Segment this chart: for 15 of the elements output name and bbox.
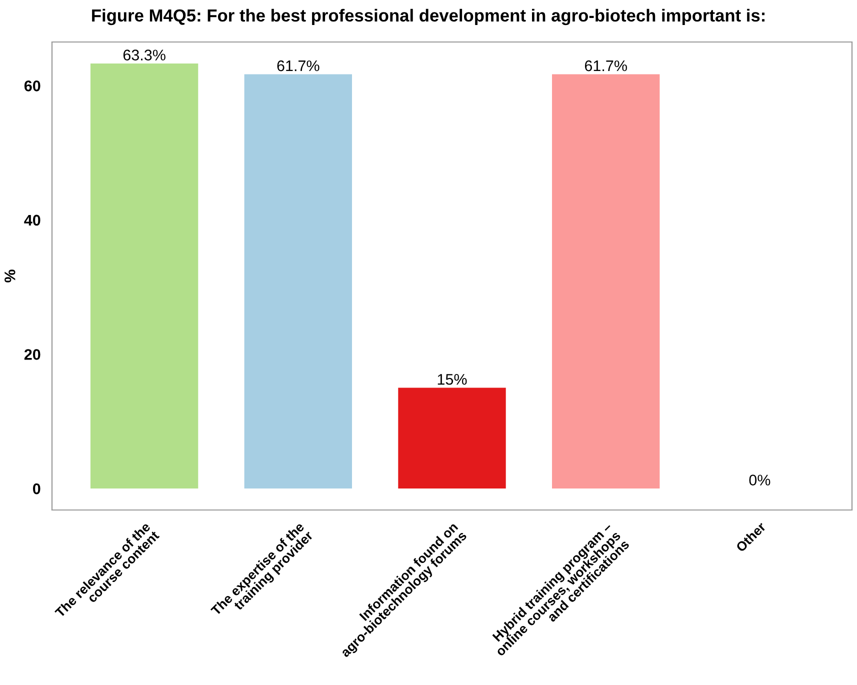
data-label: 63.3% — [123, 50, 166, 60]
y-tick-label: 40 — [24, 214, 40, 226]
y-axis-title: % — [4, 270, 16, 282]
bar — [398, 388, 506, 489]
y-tick-label: 0 — [32, 483, 40, 494]
y-tick-label: 20 — [24, 349, 40, 360]
bar — [90, 63, 198, 489]
data-label: 0% — [749, 474, 770, 486]
chart-title: Figure M4Q5: For the best professional development in agro-biotech important is: — [92, 8, 764, 26]
bar — [244, 74, 352, 489]
data-label: 15% — [438, 374, 467, 385]
y-tick-label: 60 — [24, 80, 40, 92]
data-label: 61.7% — [584, 60, 627, 72]
data-label: 61.7% — [277, 60, 320, 72]
bar — [552, 74, 660, 489]
